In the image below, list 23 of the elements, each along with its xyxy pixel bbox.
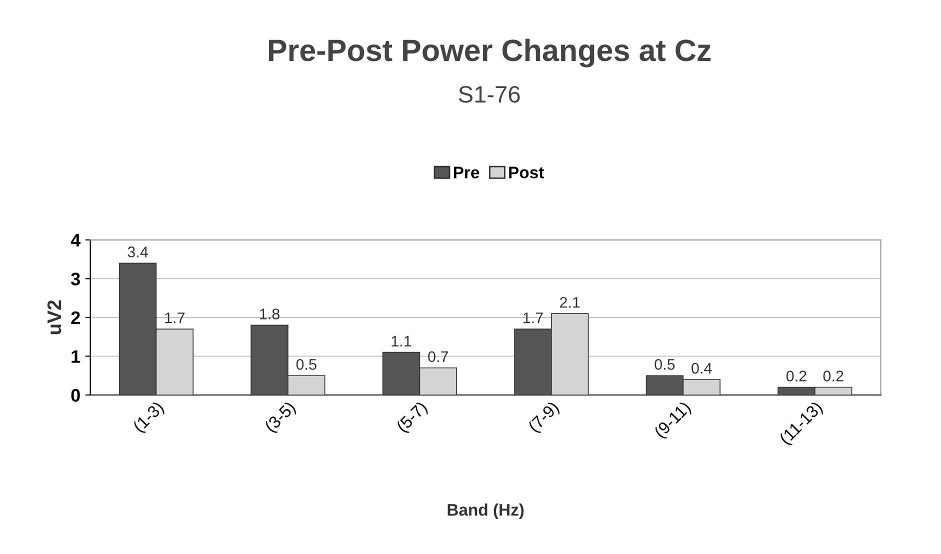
- data-label: 3.4: [128, 246, 148, 258]
- data-label: 1.7: [524, 312, 543, 324]
- data-label: 0.7: [428, 351, 448, 362]
- y-tick-label: 1: [72, 350, 80, 363]
- data-label: 1.8: [260, 308, 280, 320]
- data-label: 0.2: [823, 370, 844, 382]
- legend-label: Post: [509, 166, 544, 178]
- y-axis-title: uV2: [47, 300, 62, 334]
- data-label: 0.4: [692, 362, 712, 374]
- chart-title: Pre-Post Power Changes at Cz: [268, 38, 711, 68]
- data-label: 0.5: [296, 358, 316, 370]
- y-tick-label: 3: [70, 272, 80, 286]
- data-label: 2.1: [560, 296, 580, 308]
- data-label: 1.1: [392, 336, 412, 346]
- data-label: 1.7: [165, 312, 185, 324]
- data-label: 0.5: [654, 358, 675, 370]
- chart-subtitle: S1-76: [458, 86, 520, 103]
- y-tick-label: 2: [71, 311, 80, 324]
- y-tick-label: 4: [70, 234, 81, 246]
- legend-label: Pre: [454, 166, 480, 178]
- y-tick-label: 0: [71, 388, 80, 402]
- data-label: 0.2: [786, 370, 806, 382]
- x-axis-title: Band (Hz): [448, 504, 524, 520]
